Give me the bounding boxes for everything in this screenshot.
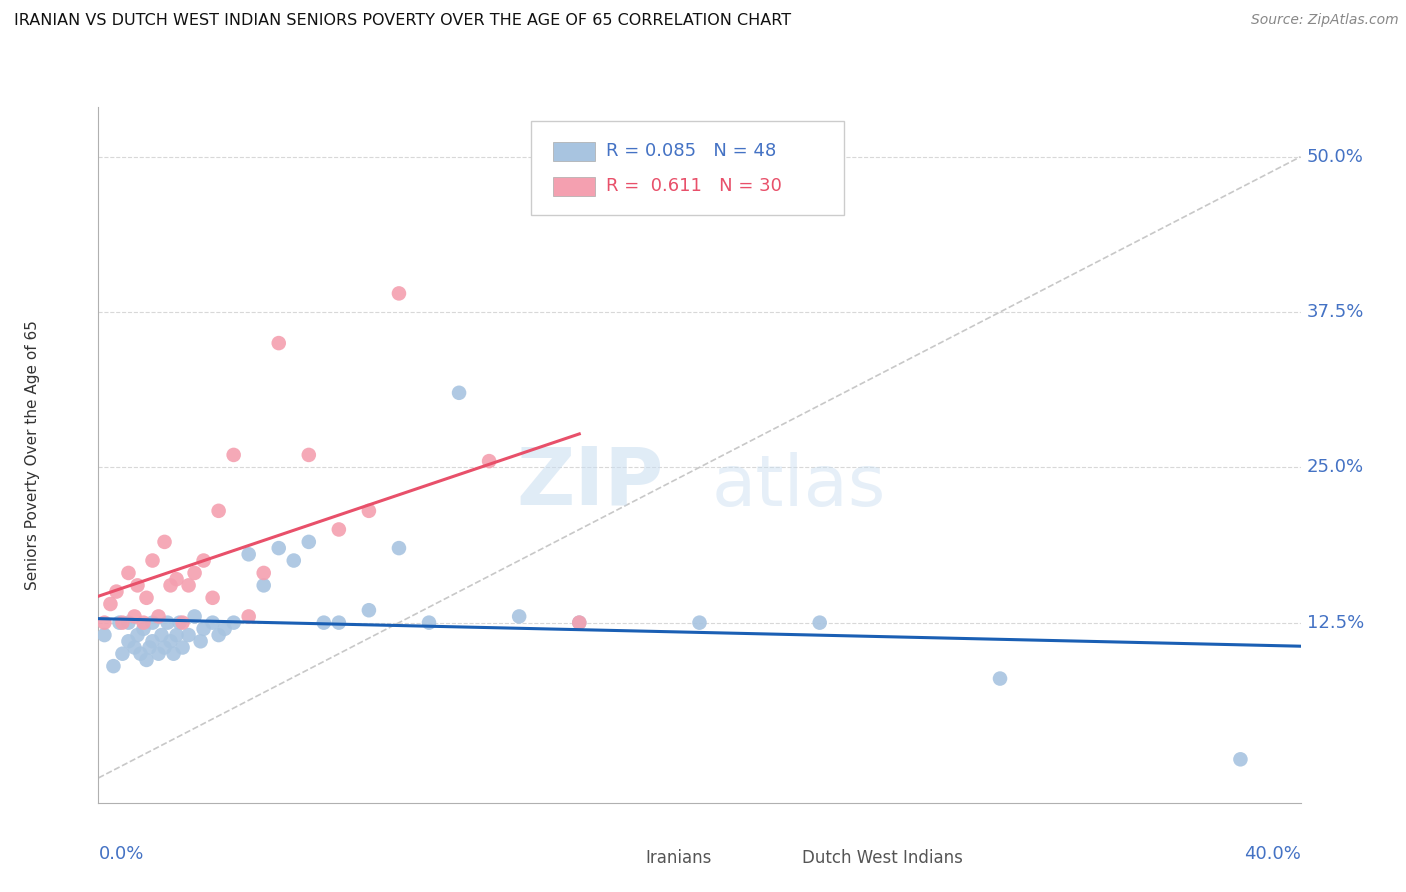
Point [159, 634, 181, 648]
Point [177, 578, 200, 592]
Point [135, 653, 157, 667]
Text: Seniors Poverty Over the Age of 65: Seniors Poverty Over the Age of 65 [25, 320, 39, 590]
FancyBboxPatch shape [553, 177, 595, 196]
Point [177, 628, 200, 642]
Text: 12.5%: 12.5% [1306, 614, 1364, 632]
Point [111, 615, 134, 630]
Point [148, 647, 170, 661]
Point [208, 504, 231, 518]
Point [172, 640, 194, 655]
Point [688, 615, 710, 630]
Point [169, 615, 191, 630]
Point [238, 547, 260, 561]
Point [388, 541, 411, 555]
Text: R = 0.085   N = 48: R = 0.085 N = 48 [606, 142, 776, 160]
Point [111, 647, 134, 661]
Point [105, 584, 128, 599]
Text: 0.0%: 0.0% [98, 845, 143, 863]
Point [312, 615, 335, 630]
FancyBboxPatch shape [553, 142, 595, 161]
FancyBboxPatch shape [531, 121, 844, 215]
Point [208, 628, 231, 642]
Point [127, 628, 149, 642]
Point [127, 578, 149, 592]
Text: 40.0%: 40.0% [1244, 845, 1301, 863]
Point [193, 553, 215, 567]
Point [447, 385, 470, 400]
Point [172, 615, 194, 630]
Point [222, 615, 245, 630]
Point [162, 647, 184, 661]
Point [238, 609, 260, 624]
Point [267, 336, 290, 351]
Point [988, 672, 1011, 686]
Point [190, 634, 212, 648]
Point [156, 615, 179, 630]
Point [357, 603, 380, 617]
Text: R =  0.611   N = 30: R = 0.611 N = 30 [606, 177, 782, 194]
Point [328, 615, 350, 630]
Point [166, 628, 188, 642]
Point [117, 566, 139, 580]
Point [418, 615, 440, 630]
Point [108, 615, 131, 630]
Point [124, 640, 146, 655]
Point [222, 448, 245, 462]
Text: 25.0%: 25.0% [1306, 458, 1364, 476]
Point [141, 634, 163, 648]
Point [124, 609, 146, 624]
Point [153, 640, 176, 655]
Point [132, 622, 155, 636]
FancyBboxPatch shape [603, 850, 637, 865]
Point [183, 566, 205, 580]
Text: 50.0%: 50.0% [1306, 148, 1364, 166]
Point [93, 615, 115, 630]
Point [388, 286, 411, 301]
Text: Source: ZipAtlas.com: Source: ZipAtlas.com [1251, 13, 1399, 28]
Point [267, 541, 290, 555]
Text: Dutch West Indians: Dutch West Indians [801, 849, 963, 867]
Point [135, 591, 157, 605]
Point [298, 448, 321, 462]
Text: 37.5%: 37.5% [1306, 303, 1364, 321]
Text: Iranians: Iranians [645, 849, 711, 867]
Point [159, 578, 181, 592]
Point [141, 615, 163, 630]
Point [298, 534, 321, 549]
Point [568, 615, 591, 630]
Point [328, 523, 350, 537]
Point [214, 622, 236, 636]
Point [153, 534, 176, 549]
Point [508, 609, 530, 624]
Point [183, 609, 205, 624]
Point [193, 622, 215, 636]
Point [148, 609, 170, 624]
Point [117, 615, 139, 630]
FancyBboxPatch shape [759, 850, 793, 865]
Point [201, 591, 224, 605]
Point [93, 628, 115, 642]
Point [166, 572, 188, 586]
Point [117, 634, 139, 648]
Point [201, 615, 224, 630]
Point [253, 566, 276, 580]
Point [1229, 752, 1251, 766]
Text: ZIP: ZIP [516, 443, 664, 522]
Point [138, 640, 160, 655]
Point [478, 454, 501, 468]
Point [568, 615, 591, 630]
Text: atlas: atlas [711, 451, 886, 521]
Point [253, 578, 276, 592]
Point [129, 647, 152, 661]
Point [808, 615, 831, 630]
Point [100, 597, 122, 611]
Point [283, 553, 305, 567]
Point [150, 628, 173, 642]
Point [141, 553, 163, 567]
Point [357, 504, 380, 518]
Point [103, 659, 125, 673]
Text: IRANIAN VS DUTCH WEST INDIAN SENIORS POVERTY OVER THE AGE OF 65 CORRELATION CHAR: IRANIAN VS DUTCH WEST INDIAN SENIORS POV… [14, 13, 792, 29]
Point [132, 615, 155, 630]
